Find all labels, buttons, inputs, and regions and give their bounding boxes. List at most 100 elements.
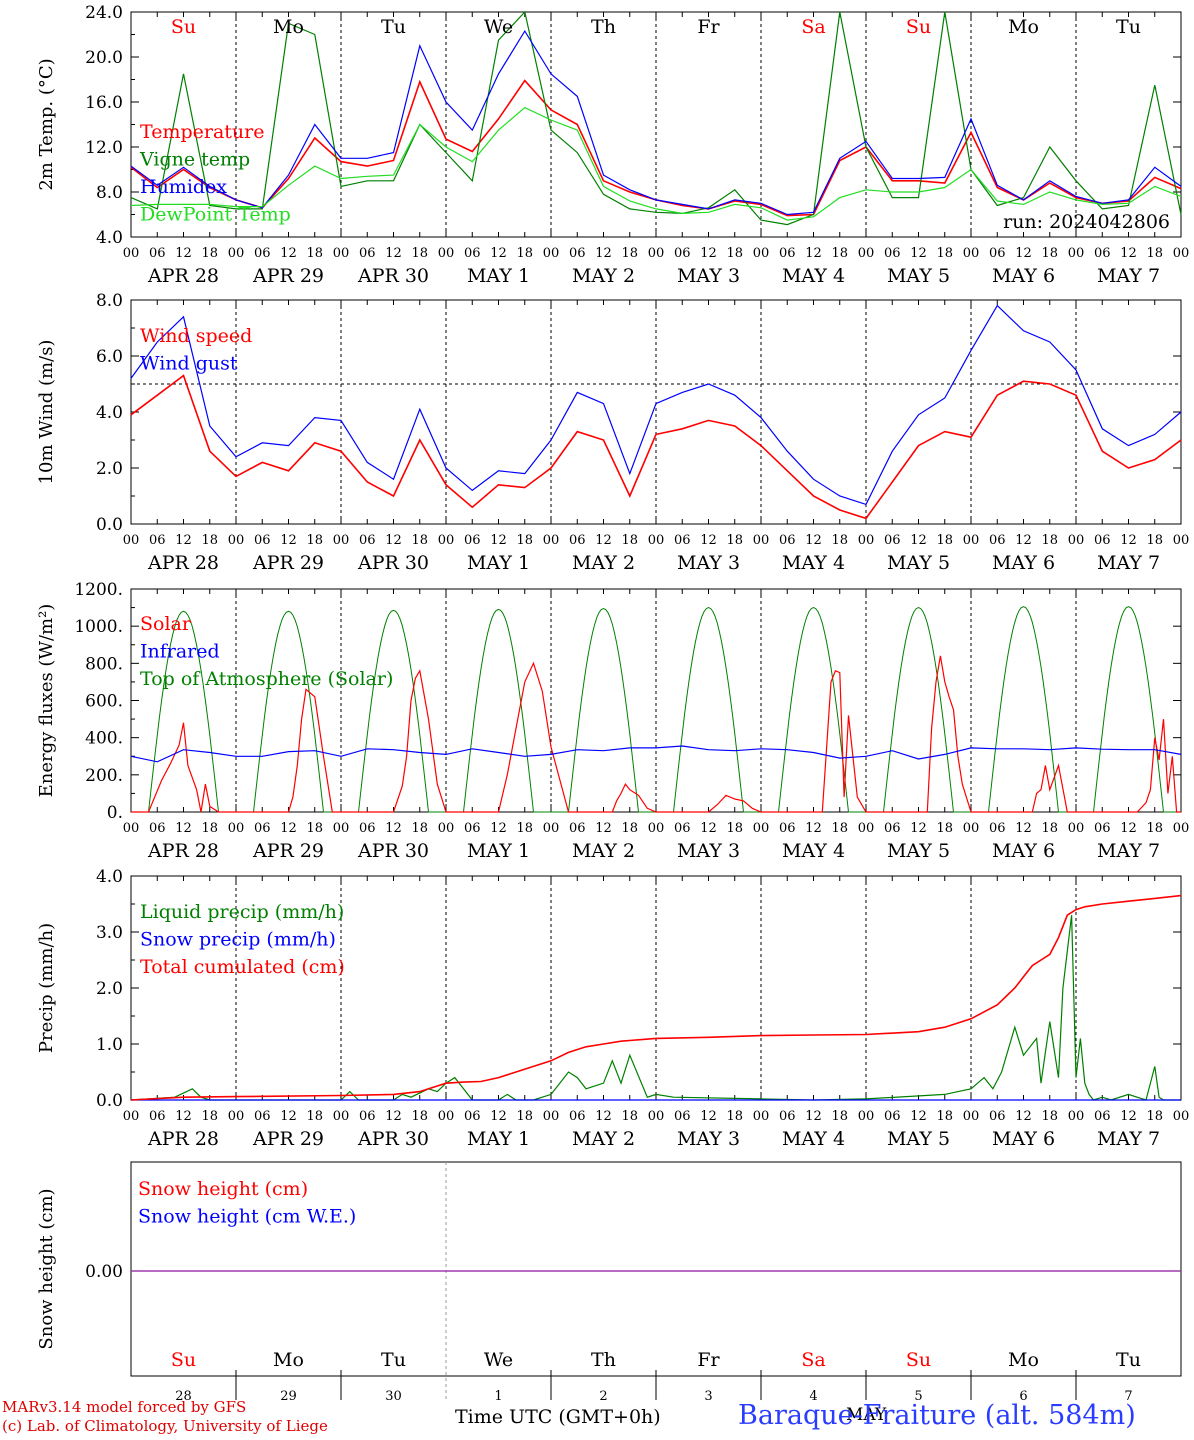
date-label: APR 30 [357,1128,429,1150]
hour-label: 18 [831,246,848,261]
hour-label: 12 [490,821,507,836]
legend-entry: DewPoint Temp [140,204,291,226]
hour-label: 12 [1120,1109,1137,1124]
hour-label: 00 [1068,533,1085,548]
series-vigne-temp [130,10,1182,226]
weekday-label-top: Su [906,16,931,38]
hour-label: 12 [175,821,192,836]
legend-entry: Solar [140,613,192,635]
month-label: MAY [846,1405,887,1425]
hour-label: 18 [621,533,638,548]
hour-label: 18 [306,246,323,261]
hour-label: 18 [1041,533,1058,548]
hour-label: 06 [1094,533,1111,548]
hour-label: 06 [359,246,376,261]
date-label: APR 30 [357,265,429,287]
date-label: MAY 4 [782,552,845,574]
hour-label: 12 [805,1109,822,1124]
legend-entry: Liquid precip (mm/h) [140,901,344,923]
weekday-label-top: Su [171,16,196,38]
weekday-label-top: Mo [1008,16,1039,38]
station-name: Baraque-Fraiture (alt. 584m) [738,1400,1136,1431]
hour-label: 06 [149,246,166,261]
hour-label: 06 [359,1109,376,1124]
hour-label: 06 [674,533,691,548]
date-label: MAY 5 [887,1128,950,1150]
hour-label: 18 [1146,246,1163,261]
weekday-label-top: Mo [273,16,304,38]
hour-label: 00 [228,246,245,261]
hour-label: 06 [779,1109,796,1124]
hour-label: 00 [123,1109,140,1124]
y-tick-label: 8.0 [96,291,123,311]
hour-label: 18 [726,821,743,836]
y-tick-label: 200. [85,766,123,786]
date-label: MAY 1 [467,265,530,287]
hour-label: 00 [123,533,140,548]
hour-label: 18 [306,533,323,548]
y-tick-label: 20.0 [85,48,123,68]
weekday-label-bottom: Th [591,1349,616,1371]
series-wind-gust [130,304,1182,506]
hour-label: 06 [569,821,586,836]
date-label: MAY 6 [992,552,1055,574]
time-axis-label: Time UTC (GMT+0h) [455,1406,661,1428]
hour-label: 00 [1173,533,1190,548]
hour-label: 06 [254,246,271,261]
legend-entry: Temperature [140,121,264,143]
hour-label: 18 [1041,1109,1058,1124]
hour-label: 00 [438,533,455,548]
date-label: MAY 6 [992,265,1055,287]
hour-label: 00 [963,246,980,261]
hour-label: 12 [490,533,507,548]
hour-label: 06 [254,821,271,836]
hour-label: 18 [726,533,743,548]
y-axis-label: 10m Wind (m/s) [36,340,57,485]
hour-label: 06 [464,246,481,261]
hour-label: 00 [1068,1109,1085,1124]
model-line: MARv3.14 model forced by GFS [2,1398,247,1416]
date-label: MAY 7 [1097,1128,1160,1150]
hour-label: 12 [910,246,927,261]
hour-label: 06 [149,821,166,836]
date-label: APR 28 [147,265,219,287]
y-tick-label: 2.0 [96,979,123,999]
hour-label: 00 [1173,246,1190,261]
hour-label: 06 [464,1109,481,1124]
hour-label: 18 [411,1109,428,1124]
hour-label: 00 [963,821,980,836]
lab-line: (c) Lab. of Climatology, University of L… [2,1417,328,1435]
hour-label: 00 [858,821,875,836]
hour-label: 12 [805,246,822,261]
hour-label: 00 [648,1109,665,1124]
hour-label: 12 [805,821,822,836]
hour-label: 12 [280,533,297,548]
legend-entry: Snow precip (mm/h) [140,929,336,951]
hour-label: 12 [280,821,297,836]
legend-entry: Total cumulated (cm) [140,956,345,978]
hour-label: 18 [411,821,428,836]
hour-label: 18 [831,1109,848,1124]
date-label: MAY 3 [677,265,740,287]
y-tick-label: 3.0 [96,923,123,943]
date-label: APR 29 [252,552,324,574]
hour-label: 18 [936,533,953,548]
legend-entry: Vigne temp [139,149,250,171]
date-label: APR 28 [147,1128,219,1150]
hour-label: 06 [884,533,901,548]
hour-label: 18 [1146,533,1163,548]
hour-label: 12 [1015,533,1032,548]
hour-label: 06 [359,533,376,548]
hour-label: 12 [1120,246,1137,261]
day-number: 29 [280,1389,297,1404]
hour-label: 06 [989,1109,1006,1124]
hour-label: 06 [989,246,1006,261]
weekday-label-bottom: Mo [1008,1349,1039,1371]
weekday-label-top: Th [591,16,616,38]
hour-label: 06 [359,821,376,836]
hour-label: 18 [1146,821,1163,836]
hour-label: 12 [385,1109,402,1124]
hour-label: 06 [464,533,481,548]
hour-label: 12 [700,821,717,836]
